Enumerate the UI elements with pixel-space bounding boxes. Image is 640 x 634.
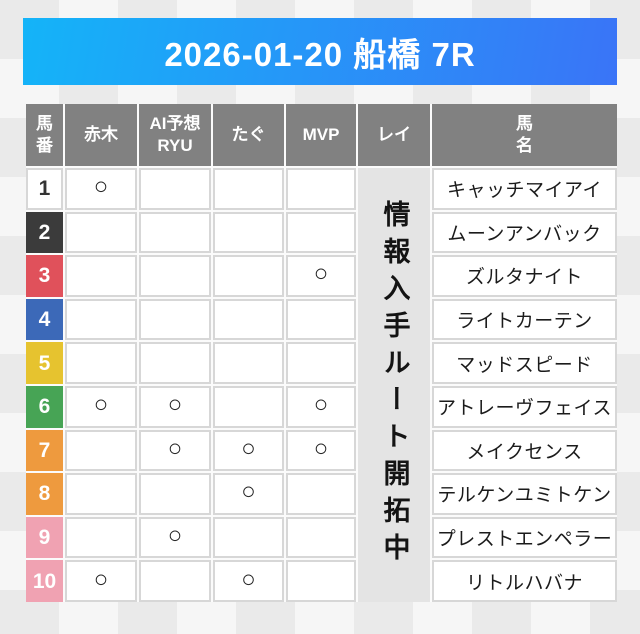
mark-cell-akagi [65,255,137,297]
mark-cell-tagu [213,255,284,297]
mark-cell-ai-yosou-ryu [139,255,211,297]
race-banner: 2026-01-20 船橋 7R [23,18,617,85]
race-title: 2026-01-20 船橋 7R [164,35,476,73]
mark-cell-akagi [65,211,137,254]
mark-cell-akagi [65,342,137,384]
horse-name-cell: アトレーヴフェイス [432,385,617,428]
mark-cell-mvp: ○ [286,429,356,472]
mark-cell-akagi [65,298,137,341]
column-header-akagi: 赤木 [65,104,137,166]
horse-name-cell: ライトカーテン [432,298,617,341]
mark-cell-mvp [286,298,356,341]
mark-cell-mvp [286,342,356,384]
mark-cell-tagu [213,168,284,210]
mark-cell-tagu [213,342,284,384]
column-header-tagu: たぐ [213,104,284,166]
horse-number-cell: 9 [26,516,63,559]
mark-cell-ai-yosou-ryu [139,342,211,384]
horse-number-cell: 1 [26,168,63,210]
mark-cell-ai-yosou-ryu: ○ [139,385,211,428]
mark-cell-akagi [65,473,137,515]
horse-number-cell: 8 [26,473,63,515]
notice-cell: 情報入手ルート開拓中 [358,168,430,602]
horse-name-cell: マッドスピード [432,342,617,384]
mark-cell-tagu: ○ [213,560,284,602]
horse-number-cell: 5 [26,342,63,384]
mark-cell-mvp [286,516,356,559]
mark-cell-tagu [213,211,284,254]
horse-number-cell: 6 [26,385,63,428]
horse-name-cell: キャッチマイアイ [432,168,617,210]
mark-cell-mvp [286,473,356,515]
horse-name-cell: ムーンアンバック [432,211,617,254]
mark-cell-tagu [213,516,284,559]
horse-name-cell: リトルハバナ [432,560,617,602]
mark-cell-mvp [286,168,356,210]
horse-name-cell: テルケンユミトケン [432,473,617,515]
mark-cell-ai-yosou-ryu: ○ [139,429,211,472]
column-header-umaban: 馬 番 [26,104,63,166]
column-header-rei: レイ [358,104,430,166]
mark-cell-mvp: ○ [286,255,356,297]
mark-cell-tagu: ○ [213,473,284,515]
mark-cell-mvp [286,560,356,602]
mark-cell-tagu [213,298,284,341]
mark-cell-ai-yosou-ryu [139,473,211,515]
mark-cell-akagi [65,516,137,559]
horse-name-cell: メイクセンス [432,429,617,472]
column-header-mvp: MVP [286,104,356,166]
mark-cell-mvp [286,211,356,254]
horse-number-cell: 4 [26,298,63,341]
mark-cell-ai-yosou-ryu [139,168,211,210]
horse-number-cell: 3 [26,255,63,297]
prediction-table: 馬 番赤木 AI予想 RYU たぐ MVP レイ馬 名情報入手ルート開拓中 1 ○ キャッチマ… [26,104,617,602]
column-header-bamei: 馬 名 [432,104,617,166]
horse-number-cell: 7 [26,429,63,472]
mark-cell-ai-yosou-ryu [139,560,211,602]
mark-cell-akagi [65,429,137,472]
horse-number-cell: 10 [26,560,63,602]
horse-name-cell: ズルタナイト [432,255,617,297]
horse-name-cell: プレストエンペラー [432,516,617,559]
mark-cell-mvp: ○ [286,385,356,428]
mark-cell-tagu [213,385,284,428]
mark-cell-tagu: ○ [213,429,284,472]
mark-cell-akagi: ○ [65,168,137,210]
column-header-ai-yosou-ryu: AI予想 RYU [139,104,211,166]
mark-cell-akagi: ○ [65,560,137,602]
mark-cell-akagi: ○ [65,385,137,428]
mark-cell-ai-yosou-ryu: ○ [139,516,211,559]
horse-number-cell: 2 [26,211,63,254]
mark-cell-ai-yosou-ryu [139,211,211,254]
mark-cell-ai-yosou-ryu [139,298,211,341]
